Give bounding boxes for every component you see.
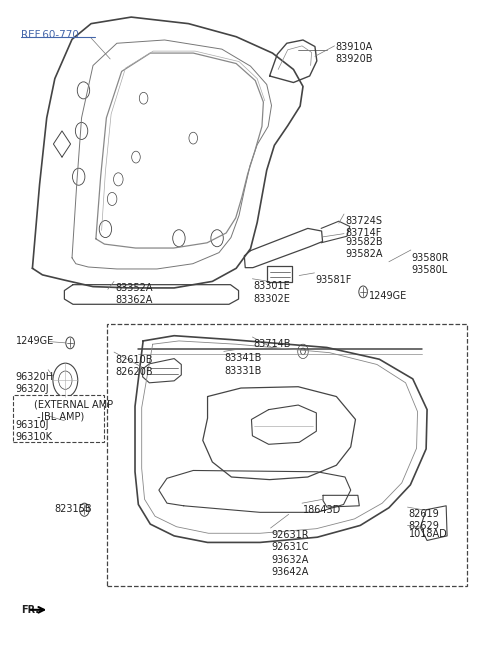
Text: (EXTERNAL AMP
 -JBL AMP): (EXTERNAL AMP -JBL AMP) [34,399,113,422]
Bar [13,395,104,442]
Text: 83724S
83714F: 83724S 83714F [345,216,382,238]
Text: 82610B
82620B: 82610B 82620B [115,355,153,377]
Text: 96310J
96310K: 96310J 96310K [16,420,53,443]
Bar [108,324,467,585]
Text: 83352A
83362A: 83352A 83362A [115,283,153,305]
Text: 82315B: 82315B [55,504,93,514]
Text: REF.60-770: REF.60-770 [22,30,79,40]
Text: 1249GE: 1249GE [369,290,407,300]
Text: FR.: FR. [22,604,39,614]
Text: 83301E
83302E: 83301E 83302E [253,281,290,304]
Text: 83341B
83331B: 83341B 83331B [225,353,262,376]
Text: 93581F: 93581F [315,275,352,285]
Text: 83910A
83920B: 83910A 83920B [336,42,373,64]
Text: 96320H
96320J: 96320H 96320J [16,372,54,394]
Text: 82619
82629: 82619 82629 [408,509,439,532]
Text: 92631R
92631C
93632A
93642A: 92631R 92631C 93632A 93642A [272,530,309,578]
Text: 18643D: 18643D [303,505,341,515]
Text: 1249GE: 1249GE [16,336,54,346]
Text: 83714B: 83714B [253,339,291,349]
Text: 93580R
93580L: 93580R 93580L [412,252,449,275]
Text: 1018AD: 1018AD [408,529,447,539]
Text: 93582B
93582A: 93582B 93582A [345,237,383,260]
